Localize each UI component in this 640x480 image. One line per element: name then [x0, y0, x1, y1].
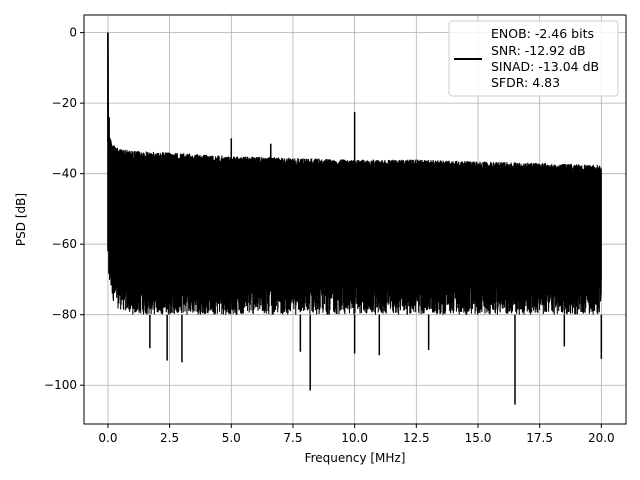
- x-tick-label: 0.0: [98, 431, 117, 445]
- legend-entry: SFDR: 4.83: [491, 75, 560, 90]
- legend: ENOB: -2.46 bits SNR: -12.92 dB SINAD: -…: [448, 20, 619, 97]
- x-tick-label: 12.5: [403, 431, 430, 445]
- legend-entry: SNR: -12.92 dB: [491, 43, 586, 58]
- y-tick-label: −60: [52, 237, 77, 251]
- x-tick-label: 10.0: [341, 431, 368, 445]
- y-axis-label: PSD [dB]: [14, 193, 28, 246]
- y-tick-label: −20: [52, 96, 77, 110]
- legend-entry: SINAD: -13.04 dB: [491, 59, 599, 74]
- x-tick-label: 15.0: [465, 431, 492, 445]
- legend-box: [448, 20, 619, 97]
- psd-series: [107, 32, 603, 405]
- y-axis: 0 −20 −40 −60 −80 −100: [44, 26, 84, 392]
- x-tick-label: 7.5: [283, 431, 302, 445]
- x-tick-label: 2.5: [160, 431, 179, 445]
- y-tick-label: 0: [69, 26, 77, 40]
- x-axis-label: Frequency [MHz]: [305, 451, 406, 465]
- y-tick-label: −40: [52, 167, 77, 181]
- x-tick-label: 5.0: [222, 431, 241, 445]
- legend-entry: ENOB: -2.46 bits: [491, 26, 594, 41]
- y-tick-label: −80: [52, 308, 77, 322]
- x-tick-label: 17.5: [526, 431, 553, 445]
- y-tick-label: −100: [44, 378, 77, 392]
- x-axis: 0.0 2.5 5.0 7.5 10.0 12.5 15.0 17.5 20.0: [98, 424, 615, 445]
- x-tick-label: 20.0: [588, 431, 615, 445]
